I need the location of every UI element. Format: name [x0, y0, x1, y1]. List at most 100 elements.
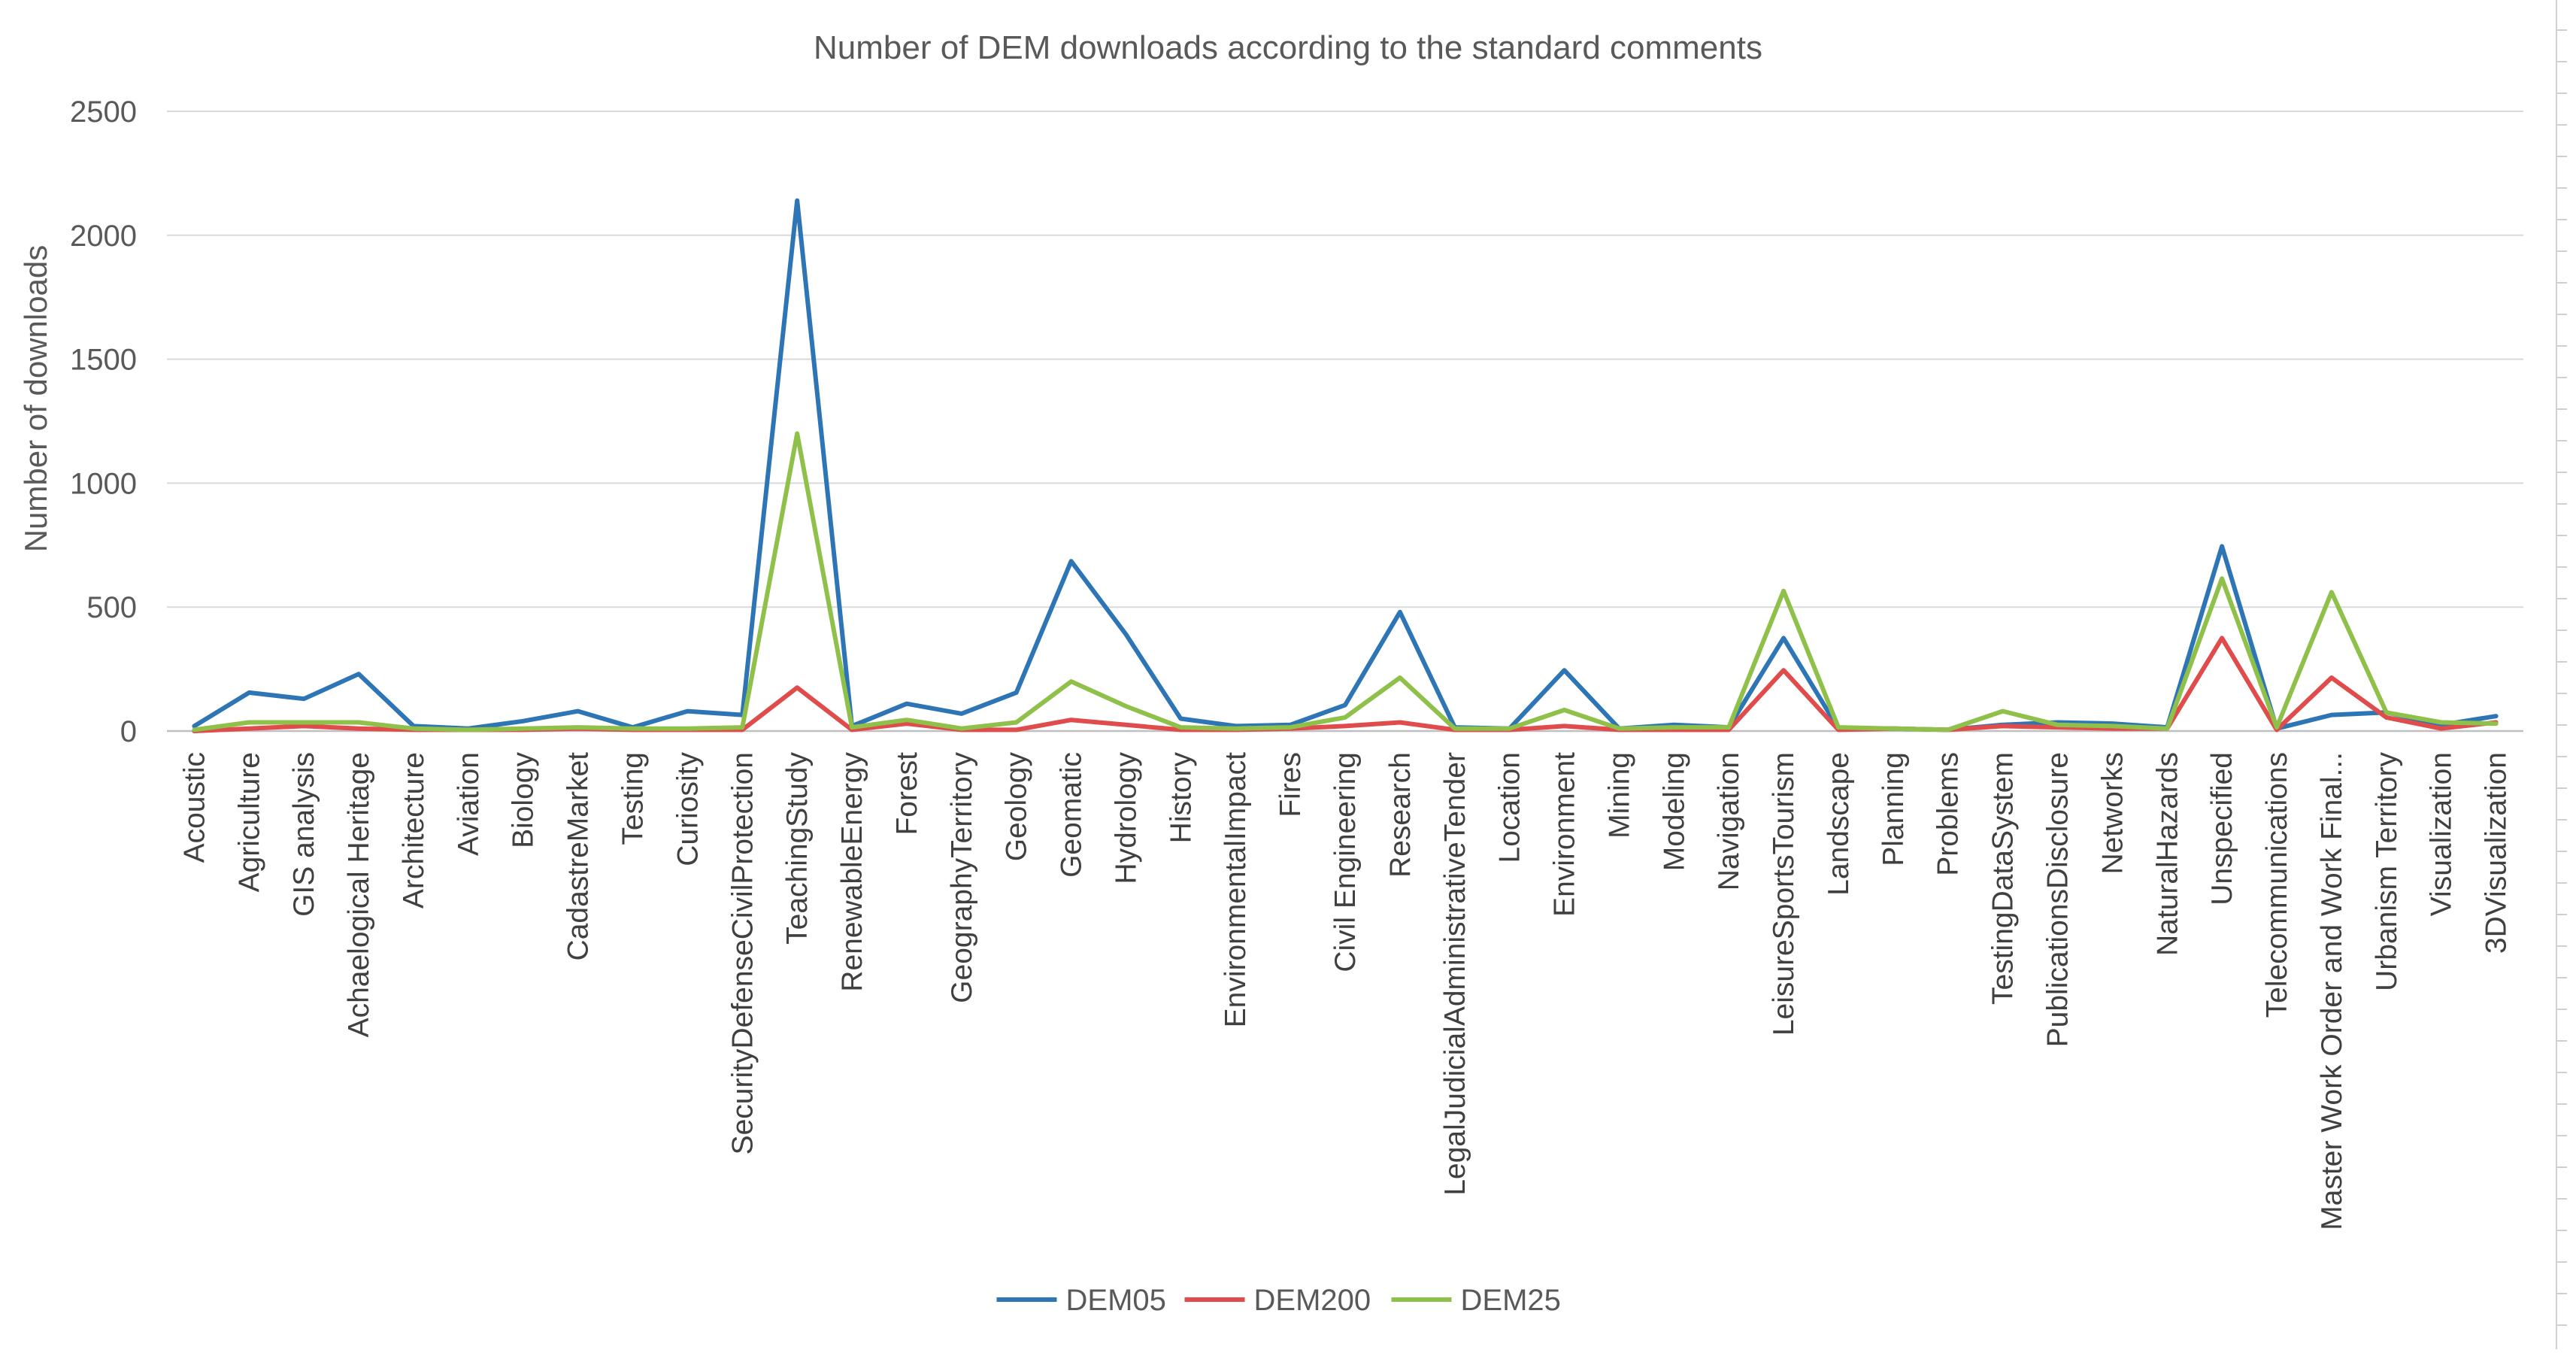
data-point-dem200-33: [2001, 724, 2005, 728]
x-tick-label-21: Civil Engineering: [1329, 752, 1362, 972]
x-tick-label-5: Aviation: [453, 752, 485, 856]
data-point-dem25-29: [1781, 589, 1786, 593]
y-tick-label-0: 0: [120, 715, 137, 748]
data-point-dem05-42: [2494, 714, 2499, 718]
x-tick-label-17: Hydrology: [1110, 752, 1142, 884]
data-point-dem25-18: [1178, 725, 1183, 730]
data-point-dem200-3: [356, 727, 361, 731]
data-point-dem200-29: [1781, 668, 1786, 672]
x-tick-label-16: Geomatic: [1056, 752, 1088, 878]
legend-label-dem200: DEM200: [1254, 1284, 1371, 1317]
data-point-dem05-14: [959, 711, 964, 716]
x-tick-label-29: LeisureSportsTourism: [1768, 752, 1800, 1036]
data-point-dem05-22: [1398, 610, 1402, 614]
x-tick-label-40: Urbanism Territory: [2371, 752, 2403, 991]
chart-title: Number of DEM downloads according to the…: [814, 29, 1762, 66]
data-point-dem200-22: [1398, 720, 1402, 724]
x-tick-label-8: Testing: [617, 752, 650, 845]
x-tick-label-9: Curiosity: [671, 752, 704, 866]
data-point-dem05-29: [1781, 636, 1786, 640]
data-point-dem05-15: [1014, 690, 1019, 695]
data-point-dem25-31: [1891, 727, 1896, 731]
data-point-dem25-16: [1069, 679, 1074, 684]
data-point-dem25-15: [1014, 720, 1019, 724]
x-tick-label-7: CadastreMarket: [562, 752, 595, 961]
data-point-dem200-13: [905, 721, 909, 726]
legend-item-dem25: DEM25: [1391, 1284, 1561, 1317]
data-point-dem25-24: [1508, 727, 1512, 731]
series-line-dem05: [192, 198, 2499, 733]
y-tick-label-3: 1500: [70, 344, 137, 377]
data-point-dem25-21: [1343, 715, 1347, 720]
data-point-dem25-14: [959, 727, 964, 731]
x-tick-label-1: Agriculture: [233, 752, 265, 892]
x-tick-label-4: Architecture: [398, 752, 430, 909]
data-point-dem200-17: [1124, 723, 1128, 727]
data-point-dem200-2: [302, 724, 306, 728]
x-tick-label-20: Fires: [1274, 752, 1307, 818]
x-tick-label-14: GeographyTerritory: [946, 752, 978, 1003]
x-tick-label-25: Environment: [1549, 752, 1581, 917]
x-tick-label-37: Unspecified: [2206, 752, 2238, 906]
x-tick-label-22: Research: [1384, 752, 1417, 878]
data-point-dem05-13: [905, 702, 909, 706]
data-point-dem25-41: [2439, 720, 2444, 724]
data-point-dem05-11: [795, 199, 799, 203]
data-point-dem200-1: [247, 727, 251, 731]
data-point-dem25-37: [2220, 576, 2224, 581]
data-point-dem05-9: [685, 709, 689, 714]
x-tick-label-42: 3DVisualization: [2481, 752, 2513, 954]
data-point-dem200-25: [1562, 724, 1566, 728]
x-tick-label-10: SecurityDefenseCivilProtection: [726, 752, 759, 1154]
data-point-dem25-10: [740, 725, 744, 730]
legend: DEM05 DEM200 DEM25: [996, 1284, 1561, 1317]
y-tick-label-1: 500: [86, 591, 137, 624]
data-point-dem05-16: [1069, 559, 1074, 563]
y-tick-label-2: 1000: [70, 467, 137, 500]
data-point-dem200-11: [795, 685, 799, 690]
data-point-dem200-41: [2439, 727, 2444, 731]
data-point-dem25-1: [247, 720, 251, 724]
x-tick-label-28: Navigation: [1713, 752, 1745, 890]
data-point-dem200-39: [2329, 675, 2334, 680]
data-point-dem200-16: [1069, 717, 1074, 722]
data-point-dem25-17: [1124, 704, 1128, 708]
data-point-dem05-37: [2220, 544, 2224, 548]
data-point-dem25-35: [2110, 724, 2114, 728]
data-point-dem200-15: [1014, 727, 1019, 732]
legend-label-dem25: DEM25: [1461, 1284, 1561, 1317]
data-point-dem25-5: [466, 727, 471, 732]
data-point-dem25-30: [1836, 725, 1841, 730]
legend-label-dem05: DEM05: [1066, 1284, 1166, 1317]
x-tick-label-15: Geology: [1001, 752, 1033, 862]
data-point-dem25-42: [2494, 721, 2499, 726]
data-point-dem25-8: [631, 727, 635, 731]
data-point-dem05-1: [247, 690, 251, 695]
x-tick-label-3: Achaelogical Heritage: [343, 752, 375, 1037]
data-point-dem25-13: [905, 717, 909, 722]
x-tick-label-33: TestingDataSystem: [1987, 752, 2020, 1005]
x-tick-label-23: LegalJudicialAdministrativeTender: [1439, 752, 1471, 1196]
data-point-dem25-6: [521, 727, 526, 731]
x-tick-label-36: NaturalHazards: [2151, 752, 2184, 956]
data-point-dem25-20: [1288, 725, 1293, 730]
gridlines: [167, 111, 2523, 733]
data-point-dem25-32: [1946, 727, 1950, 732]
data-point-dem25-0: [192, 727, 196, 732]
y-tick-label-4: 2000: [70, 220, 137, 253]
x-tick-label-38: Telecommunications: [2261, 752, 2293, 1018]
data-point-dem25-33: [2001, 709, 2005, 714]
data-point-dem25-22: [1398, 675, 1402, 680]
data-point-dem25-9: [685, 727, 689, 731]
data-point-dem25-36: [2165, 727, 2169, 731]
series-dem25: [192, 431, 2499, 733]
legend-item-dem05: DEM05: [996, 1284, 1166, 1317]
data-point-dem05-7: [576, 709, 580, 714]
x-tick-label-11: TeachingStudy: [781, 752, 814, 945]
data-point-dem25-12: [850, 725, 854, 730]
x-tick-label-6: Biology: [508, 752, 540, 848]
x-tick-label-12: RenewableEnergy: [836, 752, 868, 992]
series-dem05: [192, 198, 2499, 733]
x-tick-label-41: Visualization: [2426, 752, 2458, 916]
